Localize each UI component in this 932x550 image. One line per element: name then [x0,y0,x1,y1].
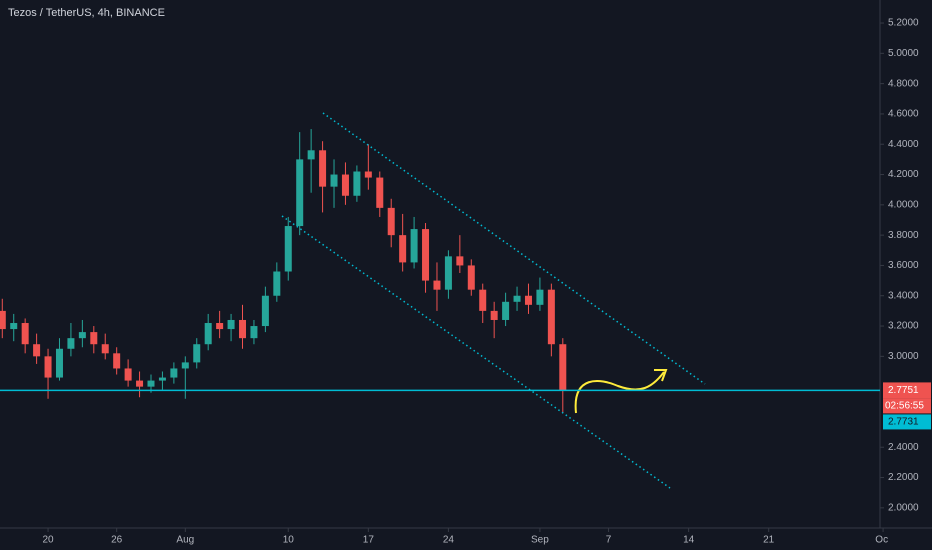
candle-body [21,323,29,345]
candle-body [467,265,475,290]
x-tick-label: Oct [875,535,891,546]
y-tick-label: 4.8000 [888,78,919,89]
y-tick-label: 4.0000 [888,199,919,210]
countdown: 02:56:55 [885,401,924,412]
candle-body [181,362,189,369]
candle-body [261,295,269,327]
x-tick-label: Sep [531,535,549,546]
candle-body [67,338,75,349]
line-label: 2.7731 [888,417,919,428]
y-tick-label: 2.2000 [888,472,919,483]
candle-body [250,326,258,339]
candle-body [33,344,41,357]
candle-body [239,319,247,339]
candle-body [524,295,532,305]
candle-body [559,344,567,391]
candle-body [170,368,178,378]
candle-body [216,323,224,330]
x-tick-label: 7 [606,535,612,546]
x-tick-label: Aug [176,535,194,546]
y-tick-label: 3.0000 [888,351,919,362]
candle-body [296,159,304,227]
candle-body [113,353,121,369]
plot-area [0,129,567,413]
candle-body [444,256,452,290]
candle-body [502,301,510,320]
candle-body [44,356,52,378]
y-tick-label: 2.0000 [888,502,919,513]
candle-body [284,226,292,272]
candle-body [536,289,544,305]
candle-body [55,348,63,378]
candle-body [307,150,315,160]
candle-body [147,380,155,387]
candle-body [364,171,372,178]
candle-body [387,207,395,236]
candle-body [330,174,338,187]
price-label-bg [883,382,931,399]
candle-body [513,295,521,302]
y-tick-label: 4.4000 [888,139,919,150]
chart-title: Tezos / TetherUS, 4h, BINANCE [8,7,165,19]
y-tick-label: 4.2000 [888,169,919,180]
candle-body [319,150,327,187]
candle-body [273,271,281,296]
candle-body [78,332,86,339]
candle-body [422,229,430,281]
candle-body [124,368,132,381]
candle-body [479,289,487,311]
candle-body [227,319,235,330]
candle-body [136,380,144,387]
candle-body [10,323,18,330]
candle-body [376,177,384,208]
y-tick-label: 3.8000 [888,230,919,241]
x-tick-label: 26 [111,535,123,546]
y-tick-label: 5.2000 [888,18,919,29]
x-tick-label: 20 [42,535,54,546]
countdown-bg [883,398,931,414]
candle-body [0,310,6,330]
x-axis: 20 26 Aug 10 17 24 Sep 7 14 21 Oct [42,528,891,546]
y-tick-label: 2.4000 [888,442,919,453]
channel-upper [322,112,706,385]
candle-body [101,344,109,354]
candle-body [353,171,361,196]
candle-body [433,280,441,290]
y-tick-label: 3.2000 [888,321,919,332]
candle-body [204,323,212,345]
candle-body [193,344,201,363]
candle-body [490,310,498,320]
projection-arrowhead [654,369,668,382]
price-label: 2.7751 [888,385,919,396]
line-label-bg [883,414,931,430]
x-tick-label: 21 [763,535,775,546]
candle-body [456,256,464,266]
candle-body [399,235,407,263]
y-tick-label: 5.0000 [888,48,919,59]
y-tick-label: 3.4000 [888,290,919,301]
x-tick-label: 24 [443,535,455,546]
candle-body [547,289,555,345]
y-tick-label: 4.6000 [888,109,919,120]
x-tick-label: 10 [283,535,295,546]
candle-body [341,174,349,196]
candle-body [410,229,418,263]
x-tick-label: 14 [683,535,695,546]
candle-body [158,377,166,381]
x-tick-label: 17 [363,535,375,546]
candle-body [90,332,98,345]
y-tick-label: 3.6000 [888,260,919,271]
